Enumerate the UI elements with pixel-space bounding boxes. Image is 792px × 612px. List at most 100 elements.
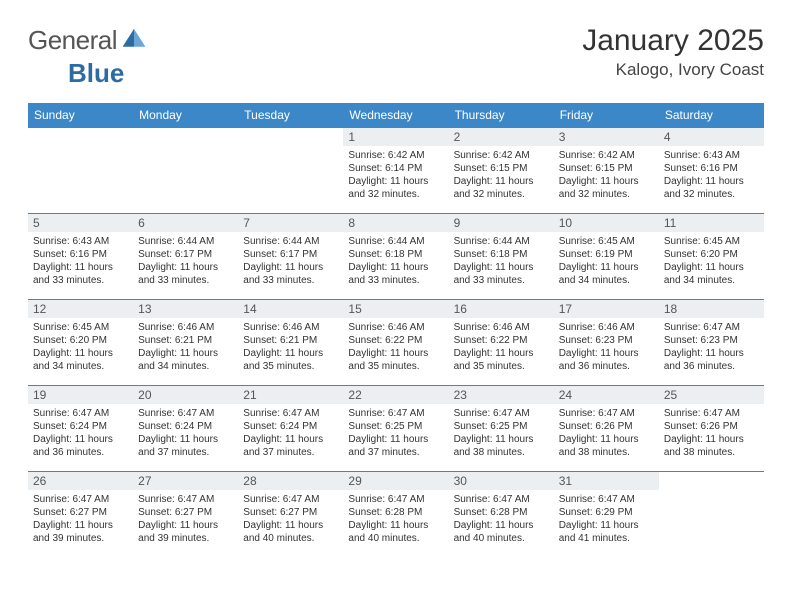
title-block: January 2025 Kalogo, Ivory Coast bbox=[582, 24, 764, 80]
day-details: Sunrise: 6:47 AMSunset: 6:29 PMDaylight:… bbox=[554, 490, 659, 550]
calendar-table: SundayMondayTuesdayWednesdayThursdayFrid… bbox=[28, 103, 764, 558]
day-details: Sunrise: 6:46 AMSunset: 6:21 PMDaylight:… bbox=[133, 318, 238, 378]
day-number: 16 bbox=[449, 300, 554, 318]
day-number: 2 bbox=[449, 128, 554, 146]
day-details: Sunrise: 6:47 AMSunset: 6:27 PMDaylight:… bbox=[133, 490, 238, 550]
day-details: Sunrise: 6:44 AMSunset: 6:17 PMDaylight:… bbox=[133, 232, 238, 292]
day-number: 21 bbox=[238, 386, 343, 404]
day-number: 20 bbox=[133, 386, 238, 404]
day-number: 6 bbox=[133, 214, 238, 232]
day-number: 3 bbox=[554, 128, 659, 146]
day-details: Sunrise: 6:47 AMSunset: 6:26 PMDaylight:… bbox=[554, 404, 659, 464]
day-number: 15 bbox=[343, 300, 448, 318]
brand-part1: General bbox=[28, 25, 117, 56]
day-number: 30 bbox=[449, 472, 554, 490]
calendar-cell bbox=[133, 128, 238, 214]
day-number: 22 bbox=[343, 386, 448, 404]
day-details: Sunrise: 6:43 AMSunset: 6:16 PMDaylight:… bbox=[28, 232, 133, 292]
calendar-cell: 24Sunrise: 6:47 AMSunset: 6:26 PMDayligh… bbox=[554, 386, 659, 472]
day-details: Sunrise: 6:45 AMSunset: 6:20 PMDaylight:… bbox=[28, 318, 133, 378]
brand-icon bbox=[121, 24, 147, 57]
calendar-week: 19Sunrise: 6:47 AMSunset: 6:24 PMDayligh… bbox=[28, 386, 764, 472]
calendar-cell: 3Sunrise: 6:42 AMSunset: 6:15 PMDaylight… bbox=[554, 128, 659, 214]
calendar-cell: 9Sunrise: 6:44 AMSunset: 6:18 PMDaylight… bbox=[449, 214, 554, 300]
day-number: 27 bbox=[133, 472, 238, 490]
day-number: 25 bbox=[659, 386, 764, 404]
calendar-cell: 18Sunrise: 6:47 AMSunset: 6:23 PMDayligh… bbox=[659, 300, 764, 386]
calendar-week: 12Sunrise: 6:45 AMSunset: 6:20 PMDayligh… bbox=[28, 300, 764, 386]
day-header: Thursday bbox=[449, 103, 554, 128]
day-header: Friday bbox=[554, 103, 659, 128]
calendar-cell: 19Sunrise: 6:47 AMSunset: 6:24 PMDayligh… bbox=[28, 386, 133, 472]
calendar-cell: 22Sunrise: 6:47 AMSunset: 6:25 PMDayligh… bbox=[343, 386, 448, 472]
day-details: Sunrise: 6:44 AMSunset: 6:18 PMDaylight:… bbox=[449, 232, 554, 292]
calendar-cell: 28Sunrise: 6:47 AMSunset: 6:27 PMDayligh… bbox=[238, 472, 343, 558]
calendar-cell: 31Sunrise: 6:47 AMSunset: 6:29 PMDayligh… bbox=[554, 472, 659, 558]
day-details: Sunrise: 6:47 AMSunset: 6:24 PMDaylight:… bbox=[238, 404, 343, 464]
day-number: 5 bbox=[28, 214, 133, 232]
calendar-cell: 11Sunrise: 6:45 AMSunset: 6:20 PMDayligh… bbox=[659, 214, 764, 300]
calendar-cell: 5Sunrise: 6:43 AMSunset: 6:16 PMDaylight… bbox=[28, 214, 133, 300]
calendar-cell: 20Sunrise: 6:47 AMSunset: 6:24 PMDayligh… bbox=[133, 386, 238, 472]
calendar-cell: 8Sunrise: 6:44 AMSunset: 6:18 PMDaylight… bbox=[343, 214, 448, 300]
calendar-cell: 17Sunrise: 6:46 AMSunset: 6:23 PMDayligh… bbox=[554, 300, 659, 386]
calendar-cell: 23Sunrise: 6:47 AMSunset: 6:25 PMDayligh… bbox=[449, 386, 554, 472]
day-details: Sunrise: 6:47 AMSunset: 6:24 PMDaylight:… bbox=[28, 404, 133, 464]
calendar-cell: 27Sunrise: 6:47 AMSunset: 6:27 PMDayligh… bbox=[133, 472, 238, 558]
calendar-cell: 21Sunrise: 6:47 AMSunset: 6:24 PMDayligh… bbox=[238, 386, 343, 472]
day-details: Sunrise: 6:47 AMSunset: 6:25 PMDaylight:… bbox=[449, 404, 554, 464]
day-header: Saturday bbox=[659, 103, 764, 128]
day-details: Sunrise: 6:47 AMSunset: 6:28 PMDaylight:… bbox=[343, 490, 448, 550]
calendar-cell: 10Sunrise: 6:45 AMSunset: 6:19 PMDayligh… bbox=[554, 214, 659, 300]
day-number: 18 bbox=[659, 300, 764, 318]
calendar-cell: 15Sunrise: 6:46 AMSunset: 6:22 PMDayligh… bbox=[343, 300, 448, 386]
calendar-week: 5Sunrise: 6:43 AMSunset: 6:16 PMDaylight… bbox=[28, 214, 764, 300]
calendar-cell: 25Sunrise: 6:47 AMSunset: 6:26 PMDayligh… bbox=[659, 386, 764, 472]
day-details: Sunrise: 6:44 AMSunset: 6:18 PMDaylight:… bbox=[343, 232, 448, 292]
calendar-cell: 29Sunrise: 6:47 AMSunset: 6:28 PMDayligh… bbox=[343, 472, 448, 558]
calendar-body: 1Sunrise: 6:42 AMSunset: 6:14 PMDaylight… bbox=[28, 128, 764, 558]
day-number: 28 bbox=[238, 472, 343, 490]
calendar-cell: 6Sunrise: 6:44 AMSunset: 6:17 PMDaylight… bbox=[133, 214, 238, 300]
day-number: 17 bbox=[554, 300, 659, 318]
day-number: 8 bbox=[343, 214, 448, 232]
day-details: Sunrise: 6:42 AMSunset: 6:14 PMDaylight:… bbox=[343, 146, 448, 206]
day-number: 9 bbox=[449, 214, 554, 232]
location-label: Kalogo, Ivory Coast bbox=[582, 60, 764, 80]
day-details: Sunrise: 6:45 AMSunset: 6:20 PMDaylight:… bbox=[659, 232, 764, 292]
calendar-cell: 14Sunrise: 6:46 AMSunset: 6:21 PMDayligh… bbox=[238, 300, 343, 386]
day-number: 13 bbox=[133, 300, 238, 318]
day-number: 31 bbox=[554, 472, 659, 490]
day-details: Sunrise: 6:44 AMSunset: 6:17 PMDaylight:… bbox=[238, 232, 343, 292]
day-details: Sunrise: 6:43 AMSunset: 6:16 PMDaylight:… bbox=[659, 146, 764, 206]
day-details: Sunrise: 6:47 AMSunset: 6:24 PMDaylight:… bbox=[133, 404, 238, 464]
day-number: 14 bbox=[238, 300, 343, 318]
day-details: Sunrise: 6:47 AMSunset: 6:27 PMDaylight:… bbox=[238, 490, 343, 550]
day-number: 7 bbox=[238, 214, 343, 232]
day-header: Tuesday bbox=[238, 103, 343, 128]
day-number: 10 bbox=[554, 214, 659, 232]
day-number: 11 bbox=[659, 214, 764, 232]
calendar-cell bbox=[238, 128, 343, 214]
day-details: Sunrise: 6:46 AMSunset: 6:22 PMDaylight:… bbox=[449, 318, 554, 378]
day-details: Sunrise: 6:47 AMSunset: 6:28 PMDaylight:… bbox=[449, 490, 554, 550]
calendar-cell: 12Sunrise: 6:45 AMSunset: 6:20 PMDayligh… bbox=[28, 300, 133, 386]
calendar-cell: 1Sunrise: 6:42 AMSunset: 6:14 PMDaylight… bbox=[343, 128, 448, 214]
day-number: 12 bbox=[28, 300, 133, 318]
day-number: 26 bbox=[28, 472, 133, 490]
calendar-cell: 26Sunrise: 6:47 AMSunset: 6:27 PMDayligh… bbox=[28, 472, 133, 558]
calendar-cell: 7Sunrise: 6:44 AMSunset: 6:17 PMDaylight… bbox=[238, 214, 343, 300]
calendar-cell: 2Sunrise: 6:42 AMSunset: 6:15 PMDaylight… bbox=[449, 128, 554, 214]
day-number: 24 bbox=[554, 386, 659, 404]
day-number: 1 bbox=[343, 128, 448, 146]
brand-logo: General bbox=[28, 24, 151, 57]
calendar-week: 1Sunrise: 6:42 AMSunset: 6:14 PMDaylight… bbox=[28, 128, 764, 214]
day-details: Sunrise: 6:46 AMSunset: 6:23 PMDaylight:… bbox=[554, 318, 659, 378]
month-title: January 2025 bbox=[582, 24, 764, 58]
calendar-week: 26Sunrise: 6:47 AMSunset: 6:27 PMDayligh… bbox=[28, 472, 764, 558]
day-details: Sunrise: 6:42 AMSunset: 6:15 PMDaylight:… bbox=[554, 146, 659, 206]
day-number: 4 bbox=[659, 128, 764, 146]
day-details: Sunrise: 6:42 AMSunset: 6:15 PMDaylight:… bbox=[449, 146, 554, 206]
day-number: 23 bbox=[449, 386, 554, 404]
day-details: Sunrise: 6:47 AMSunset: 6:27 PMDaylight:… bbox=[28, 490, 133, 550]
